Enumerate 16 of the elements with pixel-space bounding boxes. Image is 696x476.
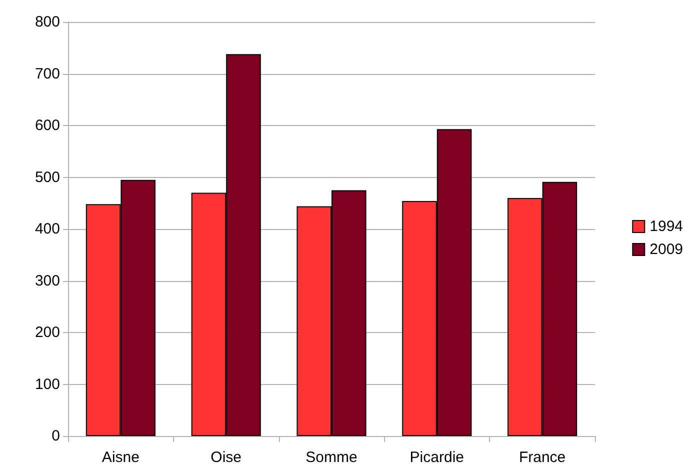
y-tick-label: 300 <box>34 272 60 290</box>
y-tick-label: 200 <box>34 324 60 341</box>
x-tick-label: France <box>518 449 566 466</box>
x-tick-label: Aisne <box>102 449 140 466</box>
x-tick-label: Oise <box>210 449 242 466</box>
x-tick-label: Somme <box>306 449 358 466</box>
y-tick-label: 500 <box>34 168 60 186</box>
x-tick-label: Picardie <box>410 449 464 466</box>
y-tick-label: 400 <box>34 220 60 238</box>
legend-label: 2009 <box>650 241 684 258</box>
y-tick-label: 600 <box>34 117 60 134</box>
legend-label: 1994 <box>650 218 684 235</box>
y-tick-label: 100 <box>34 376 60 393</box>
y-tick-label: 700 <box>34 65 60 82</box>
y-tick-label: 800 <box>34 14 60 30</box>
y-tick-label: 0 <box>52 428 60 444</box>
